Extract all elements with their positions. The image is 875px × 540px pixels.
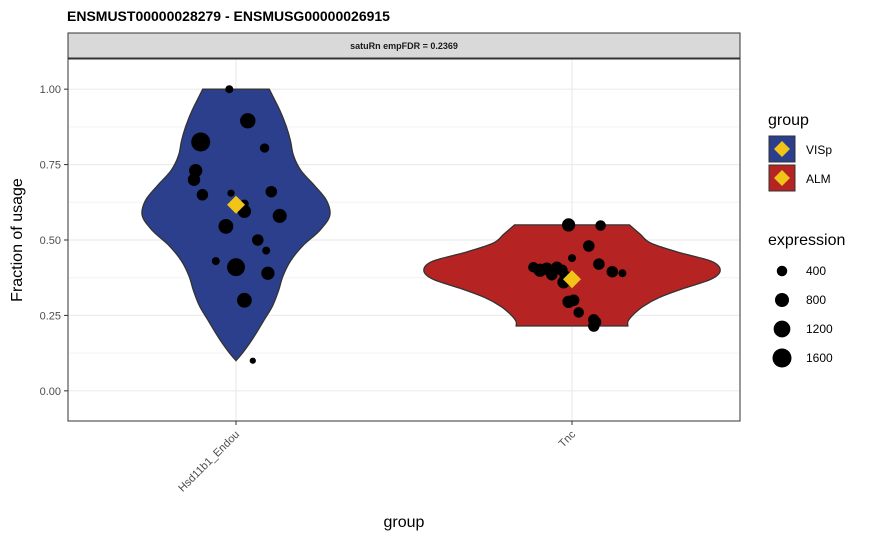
legend-key-diamond xyxy=(774,141,790,157)
data-point xyxy=(265,185,278,198)
data-point xyxy=(546,268,558,281)
data-point xyxy=(606,265,619,278)
data-point xyxy=(237,292,252,308)
size-legend-label: 1200 xyxy=(806,322,833,336)
data-point xyxy=(272,208,287,223)
points-layer xyxy=(187,85,627,364)
group-legend-title: group xyxy=(768,112,809,129)
y-axis-title: Fraction of usage xyxy=(9,178,26,302)
data-point xyxy=(261,266,275,280)
size-legend-point xyxy=(772,348,792,368)
x-axis-title: group xyxy=(384,514,425,531)
x-tick-label: Hsd11b1_Endou xyxy=(176,429,242,495)
data-point xyxy=(588,320,600,332)
facet-strip-label: satuRn empFDR = 0.2369 xyxy=(350,41,458,51)
size-legend-point xyxy=(773,320,791,338)
x-tick-label: Tnc xyxy=(557,428,579,450)
data-point xyxy=(561,218,576,232)
legend-label-alm: ALM xyxy=(806,172,831,186)
data-point xyxy=(573,307,584,318)
expression-legend: expression 400 800 1200 1600 xyxy=(768,232,845,368)
data-point xyxy=(240,113,256,129)
size-legend-label: 400 xyxy=(806,264,826,278)
legend-label-visp: VISp xyxy=(806,143,832,157)
mean-marker xyxy=(227,195,245,214)
data-point xyxy=(196,189,209,201)
data-point xyxy=(533,263,547,277)
data-point xyxy=(252,234,264,246)
data-point xyxy=(225,85,234,94)
data-point xyxy=(227,258,245,277)
data-point xyxy=(567,254,577,263)
data-point xyxy=(249,357,256,364)
y-tick-label: 0.00 xyxy=(40,386,61,398)
data-point xyxy=(187,173,201,186)
size-legend-point xyxy=(776,265,788,277)
data-point xyxy=(583,240,595,252)
size-legend-label: 1600 xyxy=(806,351,833,365)
data-point xyxy=(227,189,235,197)
facet-strip xyxy=(67,32,741,59)
y-tick-label: 0.25 xyxy=(40,310,61,322)
group-legend: group VISp ALM xyxy=(768,112,832,192)
size-legend-point xyxy=(774,292,790,308)
data-point xyxy=(262,246,271,255)
y-tick-label: 1.00 xyxy=(40,84,61,96)
data-point xyxy=(218,219,234,234)
size-legend-label: 800 xyxy=(806,293,826,307)
y-axis: 0.00 0.25 0.50 0.75 1.00 xyxy=(40,84,68,398)
violin-shape xyxy=(141,88,331,362)
y-tick-label: 0.50 xyxy=(40,235,61,247)
chart-title: ENSMUST00000028279 - ENSMUSG00000026915 xyxy=(67,8,390,24)
data-point xyxy=(595,220,606,231)
mean-markers-layer xyxy=(227,195,581,289)
x-axis: Hsd11b1_Endou Tnc xyxy=(176,421,578,495)
y-tick-label: 0.75 xyxy=(40,160,61,172)
data-point xyxy=(562,295,575,309)
data-point xyxy=(618,269,627,278)
expression-legend-title: expression xyxy=(768,232,845,249)
data-point xyxy=(259,143,270,153)
data-point xyxy=(191,132,211,152)
mean-marker xyxy=(563,270,581,289)
data-point xyxy=(593,258,605,270)
data-point xyxy=(211,257,220,266)
legend-key-diamond xyxy=(774,170,790,186)
